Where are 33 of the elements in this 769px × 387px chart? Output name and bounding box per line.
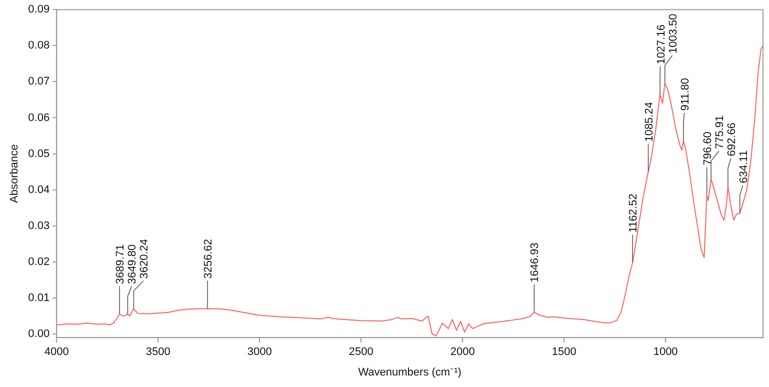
annotation: 1085.24	[643, 102, 656, 142]
annotation: 3649.80	[126, 244, 139, 284]
annotation: 1162.52	[628, 194, 640, 233]
annotation: 3620.24	[138, 239, 151, 279]
x-axis-title: Wavenumbers (cm⁻¹)	[358, 366, 462, 378]
y-tick-label: 0.01	[28, 292, 50, 304]
annotation: 911.80	[679, 78, 692, 111]
x-tick-label: 2000	[450, 346, 475, 358]
y-tick-label: 0.06	[28, 112, 50, 124]
y-axis-title: Absorbance	[8, 144, 21, 203]
annotation: 796.60	[702, 132, 714, 166]
x-tick-label: 3500	[146, 346, 170, 358]
annotation: 692.66	[726, 122, 738, 156]
annotation: 1003.50	[667, 14, 680, 54]
y-tick-label: 0.09	[28, 4, 50, 16]
annotation: 634.11	[738, 150, 750, 184]
y-tick-label: 0.03	[28, 220, 50, 232]
annotation: 1027.16	[655, 24, 668, 64]
y-tick-label: 0.00	[28, 328, 50, 340]
x-tick-label: 4000	[44, 346, 69, 358]
annotation: 3689.71	[114, 244, 127, 284]
y-tick-label: 0.08	[28, 40, 50, 52]
y-tick-label: 0.05	[28, 148, 50, 160]
x-tick-label: 3000	[247, 346, 272, 358]
y-tick-label: 0.04	[28, 184, 50, 196]
x-tick-label: 1000	[653, 346, 678, 358]
annotation: 775.91	[714, 115, 726, 150]
annotation: 3256.62	[202, 239, 215, 279]
y-tick-label: 0.07	[28, 76, 50, 88]
y-tick-label: 0.02	[28, 256, 50, 268]
x-tick-label: 2500	[348, 346, 374, 358]
x-tick-label: 1500	[552, 346, 576, 358]
annotation: 1646.93	[529, 242, 542, 282]
